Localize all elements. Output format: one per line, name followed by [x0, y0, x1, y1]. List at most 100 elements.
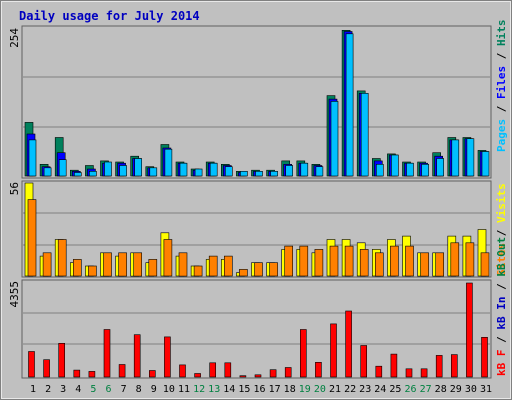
- bar-pages-day-25: [391, 154, 399, 177]
- panel-frame-pages-files-hits: [21, 25, 492, 179]
- bar-kbf-day-25: [390, 353, 398, 378]
- bar-pages-day-24: [375, 164, 384, 177]
- bar-kbf-day-6: [103, 329, 111, 378]
- bar-pages-day-4: [74, 172, 82, 177]
- panel-frames: [21, 25, 492, 379]
- bar-pages-day-13: [209, 162, 218, 177]
- legend-files: Files: [495, 66, 508, 99]
- bar-kbf-day-23: [360, 345, 368, 378]
- legend-visits: Visits: [495, 183, 508, 223]
- x-label-day-30: 30: [465, 384, 477, 395]
- x-label-day-12: 12: [193, 384, 205, 395]
- bar-kbf-day-14: [224, 362, 232, 378]
- bar-pages-day-31: [481, 151, 490, 177]
- x-label-day-25: 25: [389, 384, 401, 395]
- bar-kbf-day-7: [118, 364, 126, 378]
- x-label-day-14: 14: [223, 384, 235, 395]
- bar-pages-day-19: [300, 162, 309, 177]
- bar-kbf-day-16: [254, 374, 262, 378]
- bar-kbf-day-1: [28, 351, 35, 378]
- bar-kbf-day-12: [194, 373, 201, 378]
- bar-pages-day-29: [451, 139, 460, 177]
- x-label-day-13: 13: [208, 384, 220, 395]
- bar-sites-day-25: [390, 245, 399, 277]
- x-label-day-17: 17: [269, 384, 281, 395]
- bar-kbf-day-29: [450, 354, 458, 378]
- bar-sites-day-30: [465, 242, 475, 277]
- y-max-label-pages-files-hits: 254: [8, 28, 21, 48]
- bar-kbf-day-17: [269, 369, 277, 378]
- y-tick-labels: 254 56 4355: [8, 28, 21, 308]
- bar-sites-day-1: [27, 199, 37, 277]
- legend-kb-in: kB In: [495, 297, 508, 330]
- legend-pages-files-hits: Pages / Files / Hits: [495, 20, 508, 153]
- bar-kbf-day-31: [481, 336, 488, 378]
- bar-pages-day-27: [421, 164, 429, 177]
- y-max-label-kbytes: 4355: [8, 281, 21, 308]
- bar-pages-day-23: [360, 93, 369, 177]
- x-label-day-6: 6: [105, 384, 111, 395]
- x-label-day-15: 15: [238, 384, 250, 395]
- bar-sites-day-13: [208, 255, 218, 277]
- bar-kbf-day-4: [73, 369, 81, 378]
- x-label-day-27: 27: [420, 384, 432, 395]
- bar-sites-day-16: [254, 262, 263, 277]
- bar-kbf-day-30: [466, 282, 473, 378]
- bar-kbf-day-28: [435, 355, 443, 378]
- bar-sites-day-3: [57, 239, 67, 277]
- legend-kb-f: kB F: [495, 350, 508, 377]
- x-axis-day-labels: 1 2 3 4 5 6 7 8 9 10 11 12 13 14 15 16 17 18 19 20 21 22 23 24 2…: [30, 384, 492, 395]
- bar-pages-day-1: [28, 139, 37, 177]
- bar-sites-day-14: [224, 255, 233, 277]
- bar-sites-day-15: [239, 269, 248, 277]
- legend-hits: Hits: [495, 20, 508, 47]
- x-label-day-8: 8: [136, 384, 142, 395]
- x-label-day-26: 26: [404, 384, 416, 395]
- bar-sites-day-11: [178, 252, 188, 277]
- bar-kbf-day-10: [164, 336, 171, 378]
- bar-sites-day-26: [405, 245, 414, 277]
- bar-kbf-day-20: [315, 361, 322, 378]
- bar-sites-day-12: [193, 265, 203, 277]
- legend-kb-out: kB Out: [495, 237, 508, 277]
- legend-sites: Sites: [495, 243, 508, 276]
- bar-pages-day-21: [330, 101, 339, 177]
- bar-pages-day-15: [240, 171, 248, 177]
- bar-sites-day-9: [148, 259, 158, 277]
- bar-sites-day-17: [269, 262, 278, 277]
- bar-kbf-day-2: [43, 359, 50, 378]
- bar-kbf-day-27: [420, 368, 428, 378]
- bar-pages-day-12: [194, 168, 203, 177]
- bar-pages-day-11: [179, 162, 188, 177]
- bar-pages-day-2: [43, 167, 52, 177]
- bar-sites-day-4: [73, 259, 82, 277]
- bar-pages-day-17: [270, 171, 278, 177]
- bar-kbf-day-15: [239, 375, 247, 378]
- bar-pages-day-20: [315, 166, 324, 177]
- bar-kbf-day-21: [330, 323, 337, 378]
- legend-sites-visits: Sites / Visits: [495, 183, 508, 276]
- bar-kbf-day-9: [149, 370, 156, 378]
- bar-sites-day-28: [435, 252, 445, 277]
- x-label-day-2: 2: [45, 384, 51, 395]
- bar-pages-day-3: [58, 159, 67, 177]
- bar-sites-day-24: [374, 252, 384, 277]
- chart-title: Daily usage for July 2014: [19, 9, 200, 23]
- x-label-day-22: 22: [344, 384, 356, 395]
- series-legend-kbytes: kB F / kB In / kB Out: [495, 237, 508, 376]
- bar-kbf-day-11: [179, 364, 186, 378]
- bar-pages-day-18: [285, 165, 294, 177]
- bar-kbf-day-3: [58, 342, 66, 378]
- bar-kbf-day-13: [209, 362, 216, 378]
- x-label-day-23: 23: [359, 384, 371, 395]
- bar-kbf-day-8: [133, 334, 141, 378]
- bar-kbf-day-5: [88, 371, 96, 378]
- x-label-day-4: 4: [75, 384, 81, 395]
- x-label-day-10: 10: [163, 384, 175, 395]
- bar-sites-day-2: [42, 252, 52, 277]
- bar-sites-day-19: [299, 245, 309, 277]
- x-label-day-28: 28: [435, 384, 447, 395]
